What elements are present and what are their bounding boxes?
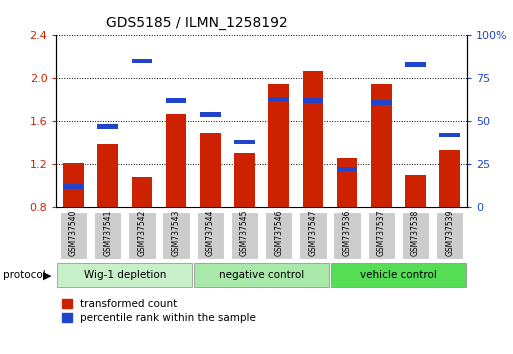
Text: GSM737538: GSM737538 <box>411 209 420 256</box>
Bar <box>440 133 460 137</box>
Text: GSM737546: GSM737546 <box>274 209 283 256</box>
Text: GSM737539: GSM737539 <box>445 209 454 256</box>
FancyBboxPatch shape <box>265 212 292 259</box>
Bar <box>97 124 118 129</box>
FancyBboxPatch shape <box>196 212 224 259</box>
Bar <box>97 144 118 207</box>
FancyBboxPatch shape <box>333 212 361 259</box>
Bar <box>371 100 391 104</box>
Bar <box>268 84 289 207</box>
FancyBboxPatch shape <box>60 212 87 259</box>
Text: Wig-1 depletion: Wig-1 depletion <box>84 270 166 280</box>
FancyBboxPatch shape <box>368 212 395 259</box>
Text: GSM737547: GSM737547 <box>308 209 318 256</box>
FancyBboxPatch shape <box>57 263 192 287</box>
Bar <box>440 150 460 207</box>
Bar <box>63 184 84 189</box>
Text: GSM737544: GSM737544 <box>206 209 215 256</box>
Bar <box>132 59 152 63</box>
Bar <box>200 133 221 207</box>
FancyBboxPatch shape <box>194 263 329 287</box>
Text: GSM737541: GSM737541 <box>103 209 112 256</box>
FancyBboxPatch shape <box>299 212 327 259</box>
Bar <box>132 177 152 207</box>
Text: GSM737540: GSM737540 <box>69 209 78 256</box>
Legend: transformed count, percentile rank within the sample: transformed count, percentile rank withi… <box>62 299 256 323</box>
Bar <box>268 97 289 101</box>
Bar <box>166 98 186 103</box>
FancyBboxPatch shape <box>331 263 466 287</box>
FancyBboxPatch shape <box>163 212 190 259</box>
Bar <box>200 112 221 116</box>
Bar <box>405 175 426 207</box>
Bar <box>234 153 255 207</box>
Bar <box>303 71 323 207</box>
Text: GSM737545: GSM737545 <box>240 209 249 256</box>
Text: protocol: protocol <box>3 270 45 280</box>
Bar <box>166 114 186 207</box>
Text: GDS5185 / ILMN_1258192: GDS5185 / ILMN_1258192 <box>106 16 287 30</box>
FancyBboxPatch shape <box>402 212 429 259</box>
Bar <box>337 167 358 171</box>
FancyBboxPatch shape <box>94 212 122 259</box>
Bar <box>371 84 391 207</box>
Text: GSM737542: GSM737542 <box>137 209 146 256</box>
FancyBboxPatch shape <box>436 212 463 259</box>
FancyBboxPatch shape <box>128 212 155 259</box>
FancyBboxPatch shape <box>231 212 258 259</box>
Text: GSM737537: GSM737537 <box>377 209 386 256</box>
Text: ▶: ▶ <box>44 270 52 280</box>
Bar <box>303 98 323 103</box>
Text: GSM737543: GSM737543 <box>172 209 181 256</box>
Bar <box>234 140 255 144</box>
Bar <box>63 163 84 207</box>
Text: GSM737536: GSM737536 <box>343 209 351 256</box>
Text: negative control: negative control <box>219 270 304 280</box>
Bar <box>337 158 358 207</box>
Text: vehicle control: vehicle control <box>360 270 437 280</box>
Bar <box>405 62 426 67</box>
